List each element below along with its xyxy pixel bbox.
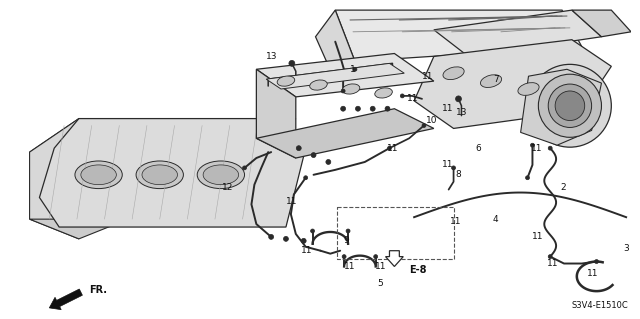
Text: 11: 11: [387, 144, 398, 153]
Ellipse shape: [375, 88, 392, 98]
Circle shape: [531, 143, 534, 147]
Polygon shape: [316, 10, 355, 81]
Polygon shape: [40, 119, 306, 227]
Text: 4: 4: [493, 215, 499, 224]
Polygon shape: [29, 152, 296, 239]
Circle shape: [529, 64, 611, 147]
Text: 11: 11: [286, 197, 298, 206]
Text: E-8: E-8: [409, 265, 427, 275]
Circle shape: [595, 260, 598, 263]
Ellipse shape: [81, 165, 116, 185]
Circle shape: [346, 229, 350, 233]
Circle shape: [555, 91, 585, 121]
Text: 11: 11: [442, 160, 453, 169]
Circle shape: [284, 236, 289, 241]
Polygon shape: [257, 69, 296, 158]
Circle shape: [525, 176, 529, 180]
Circle shape: [353, 67, 357, 71]
Circle shape: [296, 146, 301, 151]
Circle shape: [304, 176, 308, 180]
Polygon shape: [335, 10, 582, 61]
Circle shape: [326, 160, 331, 164]
Circle shape: [452, 166, 456, 170]
Text: 11: 11: [547, 259, 559, 268]
Circle shape: [355, 106, 360, 111]
Text: 13: 13: [266, 52, 278, 61]
Text: 11: 11: [442, 104, 453, 113]
Circle shape: [310, 229, 314, 233]
Ellipse shape: [342, 84, 360, 94]
Text: 9: 9: [343, 236, 349, 245]
Ellipse shape: [136, 161, 184, 189]
Text: 11: 11: [374, 262, 386, 271]
Circle shape: [422, 123, 426, 128]
Circle shape: [341, 89, 345, 93]
Circle shape: [340, 106, 346, 111]
FancyArrow shape: [385, 251, 403, 266]
Circle shape: [371, 106, 375, 111]
Circle shape: [385, 106, 390, 111]
Polygon shape: [520, 69, 602, 145]
Circle shape: [456, 96, 461, 102]
Circle shape: [548, 84, 591, 128]
Polygon shape: [434, 10, 602, 56]
Text: 5: 5: [378, 279, 383, 288]
Ellipse shape: [310, 80, 327, 90]
Circle shape: [311, 152, 316, 158]
Circle shape: [401, 94, 404, 98]
Text: 7: 7: [493, 75, 499, 84]
Text: 11: 11: [532, 233, 544, 241]
FancyArrow shape: [49, 289, 83, 310]
Ellipse shape: [518, 83, 539, 95]
Text: 6: 6: [476, 144, 481, 153]
Ellipse shape: [481, 75, 502, 87]
Ellipse shape: [75, 161, 122, 189]
Text: FR.: FR.: [89, 285, 107, 295]
Ellipse shape: [142, 165, 177, 185]
Text: 2: 2: [560, 183, 566, 192]
Circle shape: [289, 60, 295, 66]
Polygon shape: [29, 119, 296, 152]
Text: 3: 3: [623, 244, 629, 253]
Text: 11: 11: [422, 72, 433, 81]
Circle shape: [374, 255, 378, 259]
Text: 13: 13: [456, 108, 467, 117]
Polygon shape: [414, 40, 611, 129]
Ellipse shape: [203, 165, 239, 185]
Circle shape: [269, 234, 274, 239]
Text: 11: 11: [450, 217, 461, 226]
Polygon shape: [29, 119, 79, 239]
Text: S3V4-E1510C: S3V4-E1510C: [572, 301, 628, 310]
Circle shape: [301, 238, 306, 243]
Circle shape: [538, 74, 602, 137]
Text: 11: 11: [587, 269, 598, 278]
Ellipse shape: [443, 67, 464, 79]
Ellipse shape: [277, 76, 295, 86]
Circle shape: [548, 255, 552, 259]
Circle shape: [342, 255, 346, 259]
Ellipse shape: [197, 161, 244, 189]
Circle shape: [548, 146, 552, 150]
Text: 11: 11: [407, 94, 419, 103]
Text: 10: 10: [426, 116, 438, 125]
Text: 11: 11: [531, 144, 542, 153]
Text: 11: 11: [301, 246, 312, 255]
Bar: [337, 207, 454, 259]
Polygon shape: [257, 54, 434, 97]
Text: 1: 1: [350, 65, 356, 74]
Polygon shape: [572, 10, 631, 37]
Polygon shape: [266, 63, 404, 89]
Text: 8: 8: [456, 170, 461, 179]
Circle shape: [243, 166, 246, 170]
Polygon shape: [257, 109, 434, 158]
Text: 11: 11: [344, 262, 356, 271]
Text: 12: 12: [222, 183, 233, 192]
Circle shape: [387, 146, 392, 150]
